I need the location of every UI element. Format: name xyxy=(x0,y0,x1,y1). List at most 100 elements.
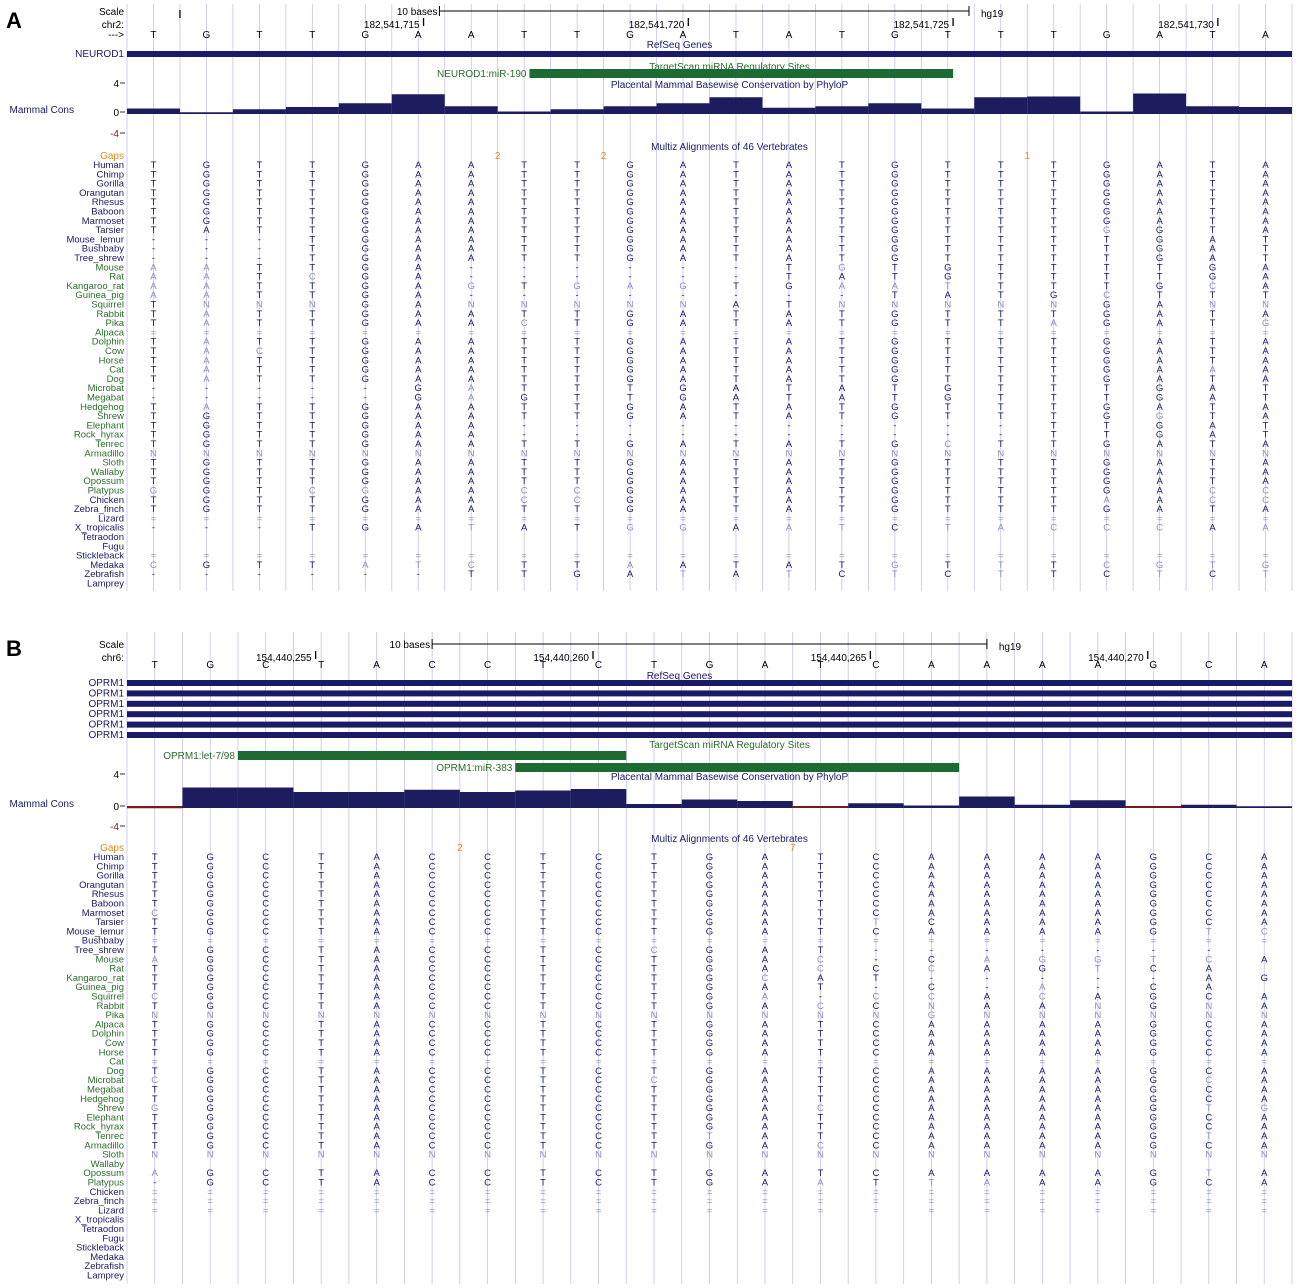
alignment-base: C xyxy=(429,908,436,919)
alignment-base: T xyxy=(839,458,845,469)
alignment-base: T xyxy=(151,318,157,329)
alignment-base: C xyxy=(151,908,158,919)
alignment-base: - xyxy=(874,982,877,993)
cons-bar xyxy=(127,806,183,809)
alignment-base: - xyxy=(576,272,579,283)
alignment-base: A xyxy=(1156,476,1163,487)
alignment-base: C xyxy=(1205,852,1212,863)
cons-axis-tick: 4 xyxy=(113,79,119,90)
species-label: Rhesus xyxy=(92,197,124,208)
alignment-base: T xyxy=(651,1047,657,1058)
species-label: Orangutan xyxy=(79,188,124,199)
alignment-base: G xyxy=(1103,207,1110,218)
alignment-base: A xyxy=(415,355,422,366)
alignment-base: T xyxy=(540,1085,546,1096)
alignment-base: G xyxy=(203,476,210,487)
alignment-base: A xyxy=(1156,346,1163,357)
alignment-base: G xyxy=(203,411,210,422)
species-label: Microbat xyxy=(88,1075,125,1086)
alignment-base: N xyxy=(203,300,210,311)
alignment-base: G xyxy=(706,1085,713,1096)
alignment-base: G xyxy=(1150,908,1157,919)
cons-bar xyxy=(815,106,869,114)
alignment-base: G xyxy=(1209,262,1216,273)
alignment-base: C xyxy=(595,1066,602,1077)
alignment-base: = xyxy=(485,1196,491,1207)
alignment-base: T xyxy=(1104,383,1110,394)
alignment-base: T xyxy=(1104,420,1110,431)
species-label: Tenrec xyxy=(95,1131,124,1142)
alignment-base: C xyxy=(595,1103,602,1114)
alignment-base: G xyxy=(1103,355,1110,366)
alignment-base: A xyxy=(415,476,422,487)
alignment-base: G xyxy=(468,281,475,292)
alignment-base: A xyxy=(468,197,475,208)
alignment-base: T xyxy=(1104,244,1110,255)
alignment-base: A xyxy=(786,504,793,515)
alignment-base: - xyxy=(152,234,155,245)
alignment-base: T xyxy=(574,504,580,515)
alignment-base: A xyxy=(468,365,475,376)
cons-bar xyxy=(848,803,904,808)
alignment-base: G xyxy=(151,1103,158,1114)
alignment-base: T xyxy=(945,160,951,171)
alignment-base: T xyxy=(309,253,315,264)
alignment-base: A xyxy=(415,430,422,441)
alignment-base: A xyxy=(1095,1168,1102,1179)
alignment-base: G xyxy=(1156,225,1163,236)
alignment-base: T xyxy=(839,495,845,506)
alignment-base: T xyxy=(152,1066,158,1077)
alignment-base: = xyxy=(318,1057,324,1068)
alignment-base: T xyxy=(309,476,315,487)
alignment-base: C xyxy=(429,964,436,975)
alignment-base: - xyxy=(999,420,1002,431)
alignment-base: - xyxy=(874,945,877,956)
position-label: 182,541,715 xyxy=(364,20,420,31)
alignment-base: - xyxy=(258,244,261,255)
species-label: Mouse xyxy=(95,262,124,273)
alignment-base: T xyxy=(152,861,158,872)
cons-bar xyxy=(1014,804,1071,808)
alignment-base: T xyxy=(521,355,527,366)
alignment-base: A xyxy=(203,365,210,376)
cons-label: Mammal Cons xyxy=(10,799,74,810)
alignment-base: - xyxy=(311,393,314,404)
alignment-base: A xyxy=(1095,1085,1102,1096)
position-label: 154,440,255 xyxy=(256,653,312,664)
alignment-base: T xyxy=(318,1122,324,1133)
alignment-base: G xyxy=(362,458,369,469)
alignment-base: T xyxy=(318,992,324,1003)
alignment-base: T xyxy=(540,973,546,984)
alignment-base: T xyxy=(1206,926,1212,937)
alignment-base: T xyxy=(540,1066,546,1077)
ref-base: C xyxy=(484,660,491,671)
alignment-base: = xyxy=(839,327,845,338)
alignment-base: T xyxy=(151,430,157,441)
alignment-base: N xyxy=(1156,448,1163,459)
alignment-base: T xyxy=(151,467,157,478)
alignment-base: T xyxy=(998,244,1004,255)
alignment-base: T xyxy=(521,467,527,478)
alignment-base: A xyxy=(1261,861,1268,872)
alignment-base: = xyxy=(929,1205,935,1216)
alignment-base: A xyxy=(762,1103,769,1114)
alignment-base: A xyxy=(1261,1178,1268,1189)
alignment-base: C xyxy=(1156,523,1163,534)
alignment-base: C xyxy=(256,346,263,357)
cons-bar xyxy=(550,109,604,114)
alignment-base: G xyxy=(626,234,633,245)
alignment-base: T xyxy=(521,337,527,348)
alignment-base: C xyxy=(1209,495,1216,506)
alignment-base: T xyxy=(651,1029,657,1040)
alignment-base: T xyxy=(540,992,546,1003)
alignment-base: T xyxy=(521,374,527,385)
cons-axis-tick: 0 xyxy=(113,802,119,813)
alignment-base: T xyxy=(1206,1131,1212,1142)
alignment-base: T xyxy=(309,207,315,218)
alignment-base: N xyxy=(785,448,792,459)
alignment-base: = xyxy=(998,327,1004,338)
alignment-base: C xyxy=(1150,964,1157,975)
alignment-base: G xyxy=(706,1029,713,1040)
alignment-base: A xyxy=(1039,852,1046,863)
species-label: Dolphin xyxy=(92,1029,124,1040)
